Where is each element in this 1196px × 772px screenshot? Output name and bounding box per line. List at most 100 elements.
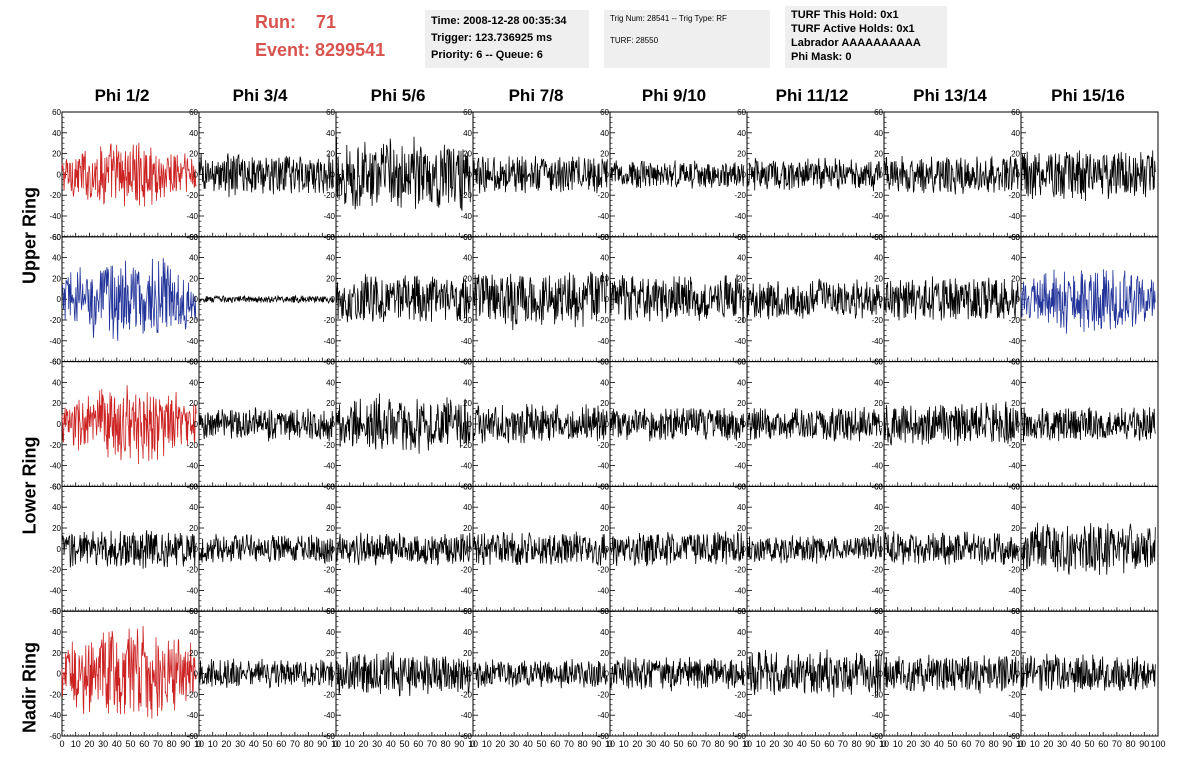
y-tick-label-r1-c3-2: -20 — [460, 316, 472, 325]
y-tick-label-r4-c6-4: 20 — [874, 649, 883, 658]
waveform-trace-r4-c3 — [472, 658, 608, 689]
y-tick-label-r1-c4-4: 20 — [600, 274, 609, 283]
y-tick-label-r0-c0-2: -20 — [49, 191, 61, 200]
y-tick-label-r0-c4-4: 20 — [600, 150, 609, 159]
y-tick-label-r0-c0-1: -40 — [49, 212, 61, 221]
y-tick-label-r3-c1-3: 0 — [194, 545, 199, 554]
y-tick-label-r4-c3-0: -60 — [460, 732, 472, 741]
y-tick-label-r4-c7-0: -60 — [1008, 732, 1020, 741]
y-tick-label-r1-c3-3: 0 — [468, 295, 473, 304]
y-tick-label-r3-c4-6: 60 — [600, 482, 609, 491]
y-tick-label-r4-c5-5: 40 — [737, 628, 746, 637]
waveform-trace-r2-c4 — [609, 407, 745, 442]
y-tick-label-r1-c4-3: 0 — [605, 295, 610, 304]
y-tick-label-r2-c1-0: -60 — [186, 482, 198, 491]
y-tick-label-r1-c6-6: 60 — [874, 233, 883, 242]
y-tick-label-r3-c7-6: 60 — [1011, 482, 1020, 491]
y-tick-label-r1-c4-1: -40 — [597, 337, 609, 346]
waveform-trace-r0-c2 — [335, 136, 471, 211]
y-tick-label-r2-c3-6: 60 — [463, 358, 472, 367]
x-tick-label-c7-7: 70 — [1112, 739, 1122, 749]
y-tick-label-r1-c3-5: 40 — [463, 254, 472, 263]
y-tick-label-r0-c3-2: -20 — [460, 191, 472, 200]
y-tick-label-r1-c6-1: -40 — [871, 337, 883, 346]
y-tick-label-r3-c2-6: 60 — [326, 482, 335, 491]
y-tick-label-r2-c4-3: 0 — [605, 420, 610, 429]
y-tick-label-r2-c4-6: 60 — [600, 358, 609, 367]
y-tick-label-r3-c3-4: 20 — [463, 524, 472, 533]
column-header-phi-11-12: Phi 11/12 — [775, 86, 849, 105]
x-tick-label-c2-2: 20 — [358, 739, 368, 749]
y-tick-label-r0-c5-2: -20 — [734, 191, 746, 200]
y-tick-label-r1-c5-3: 0 — [742, 295, 747, 304]
y-tick-label-r2-c1-5: 40 — [189, 378, 198, 387]
x-tick-label-c2-0: 0 — [333, 739, 338, 749]
y-tick-label-r0-c6-3: 0 — [879, 170, 884, 179]
y-tick-label-r1-c6-3: 0 — [879, 295, 884, 304]
y-tick-label-r2-c7-1: -40 — [1008, 462, 1020, 471]
y-tick-label-r2-c6-0: -60 — [871, 482, 883, 491]
y-tick-label-r4-c2-1: -40 — [323, 711, 335, 720]
y-tick-label-r4-c4-0: -60 — [597, 732, 609, 741]
column-header-phi-3-4: Phi 3/4 — [232, 86, 288, 105]
y-tick-label-r2-c4-1: -40 — [597, 462, 609, 471]
x-tick-label-c6-9: 90 — [1002, 739, 1012, 749]
y-tick-label-r0-c1-4: 20 — [189, 150, 198, 159]
y-tick-label-r4-c4-4: 20 — [600, 649, 609, 658]
waveform-trace-r4-c2 — [335, 651, 471, 697]
labrador-text: Labrador AAAAAAAAAA — [791, 37, 921, 49]
x-tick-label-c1-2: 20 — [221, 739, 231, 749]
y-tick-label-r1-c7-1: -40 — [1008, 337, 1020, 346]
x-tick-label-c7-0: 0 — [1018, 739, 1023, 749]
y-tick-label-r3-c1-6: 60 — [189, 482, 198, 491]
y-tick-label-r0-c0-6: 60 — [52, 108, 61, 117]
x-tick-label-c2-10: 10 — [468, 739, 478, 749]
x-tick-label-c1-9: 90 — [317, 739, 327, 749]
y-tick-label-r3-c2-3: 0 — [331, 545, 336, 554]
y-tick-label-r1-c1-1: -40 — [186, 337, 198, 346]
y-tick-label-r2-c2-1: -40 — [323, 462, 335, 471]
y-tick-label-r3-c2-4: 20 — [326, 524, 335, 533]
y-tick-label-r2-c3-3: 0 — [468, 420, 473, 429]
y-tick-label-r0-c1-6: 60 — [189, 108, 198, 117]
x-tick-label-c5-3: 30 — [783, 739, 793, 749]
y-tick-label-r3-c0-4: 20 — [52, 524, 61, 533]
y-tick-label-r2-c2-3: 0 — [331, 420, 336, 429]
x-tick-label-c7-3: 30 — [1057, 739, 1067, 749]
event-label-line: Event: 8299541 — [255, 40, 385, 61]
x-tick-label-c0-8: 80 — [167, 739, 177, 749]
y-tick-label-r2-c0-2: -20 — [49, 441, 61, 450]
time-text: Time: 2008-12-28 00:35:34 — [431, 15, 567, 27]
y-tick-label-r2-c7-5: 40 — [1011, 378, 1020, 387]
y-tick-label-r2-c6-6: 60 — [874, 358, 883, 367]
x-tick-label-c0-10: 10 — [194, 739, 204, 749]
y-tick-label-r3-c0-5: 40 — [52, 503, 61, 512]
y-tick-label-r4-c5-6: 60 — [737, 607, 746, 616]
y-tick-label-r3-c7-2: -20 — [1008, 566, 1020, 575]
y-tick-label-r2-c5-5: 40 — [737, 378, 746, 387]
x-tick-label-c7-2: 20 — [1043, 739, 1053, 749]
y-tick-label-r2-c4-4: 20 — [600, 399, 609, 408]
waveform-trace-r3-c0 — [61, 530, 197, 569]
y-tick-label-r4-c4-5: 40 — [600, 628, 609, 637]
y-tick-label-r2-c5-1: -40 — [734, 462, 746, 471]
x-tick-label-c4-6: 60 — [687, 739, 697, 749]
y-tick-label-r4-c0-1: -40 — [49, 711, 61, 720]
y-tick-label-r1-c1-4: 20 — [189, 274, 198, 283]
y-tick-label-r0-c4-6: 60 — [600, 108, 609, 117]
y-tick-label-r2-c3-2: -20 — [460, 441, 472, 450]
y-tick-label-r1-c1-2: -20 — [186, 316, 198, 325]
trig-num-box: Trig Num: 28541 -- Trig Type: RF TURF: 2… — [604, 10, 770, 68]
x-tick-label-c0-2: 20 — [84, 739, 94, 749]
x-tick-label-c5-5: 50 — [810, 739, 820, 749]
x-tick-label-c4-9: 90 — [728, 739, 738, 749]
y-tick-label-r0-c4-2: -20 — [597, 191, 609, 200]
y-tick-label-r2-c3-1: -40 — [460, 462, 472, 471]
x-tick-label-c0-0: 0 — [59, 739, 64, 749]
y-tick-label-r3-c5-4: 20 — [737, 524, 746, 533]
y-tick-label-r2-c4-0: -60 — [597, 482, 609, 491]
y-tick-label-r1-c6-5: 40 — [874, 254, 883, 263]
x-tick-label-c6-0: 0 — [881, 739, 886, 749]
x-tick-label-c5-7: 70 — [838, 739, 848, 749]
